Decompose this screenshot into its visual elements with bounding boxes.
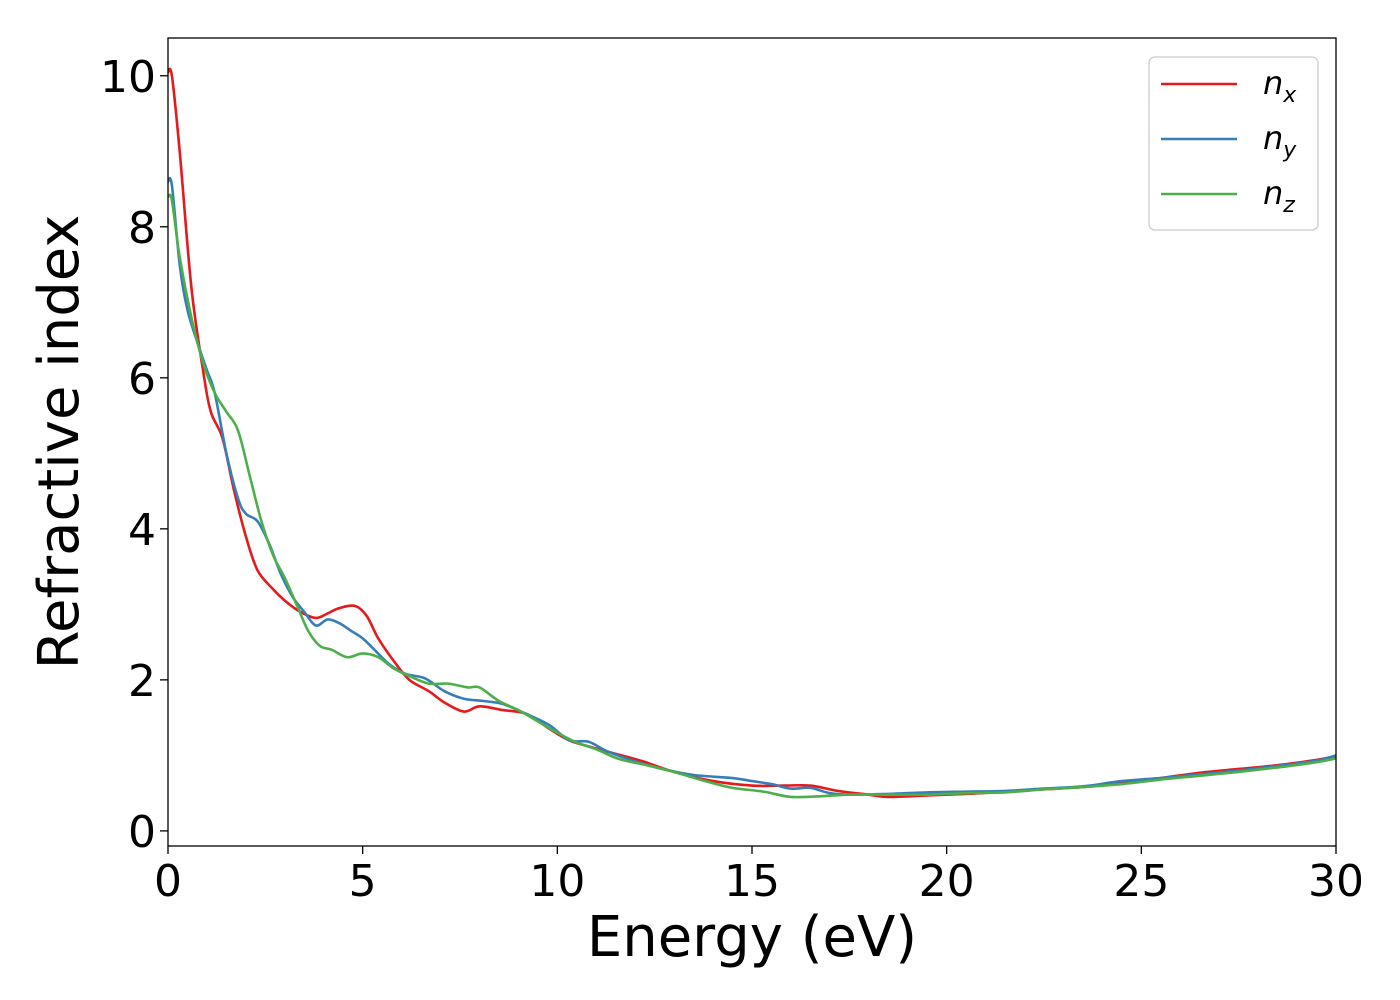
x-tick-label: 0 [154, 856, 182, 907]
x-tick-label: 15 [724, 856, 780, 907]
y-axis-label: Refractive index [27, 215, 92, 670]
series-line-ny [166, 176, 1337, 796]
x-tick-label: 25 [1113, 856, 1169, 907]
legend-frame [1148, 56, 1319, 231]
y-tick-label: 0 [128, 807, 156, 858]
y-tick-label: 8 [128, 203, 156, 254]
y-tick-label: 6 [128, 354, 156, 405]
x-tick-label: 10 [529, 856, 585, 907]
y-tick-label: 2 [128, 656, 156, 707]
x-tick-label: 30 [1308, 856, 1364, 907]
x-tick-label: 20 [919, 856, 975, 907]
x-axis-label: Energy (eV) [587, 905, 917, 970]
series-layer [166, 67, 1337, 799]
x-axis: 0 5 10 15 20 25 30 [154, 846, 1364, 907]
y-tick-label: 10 [100, 52, 156, 103]
y-axis: 0 2 4 6 8 10 [100, 52, 168, 858]
series-line-nz [166, 193, 1337, 799]
x-tick-label: 5 [349, 856, 377, 907]
y-tick-label: 4 [128, 505, 156, 556]
